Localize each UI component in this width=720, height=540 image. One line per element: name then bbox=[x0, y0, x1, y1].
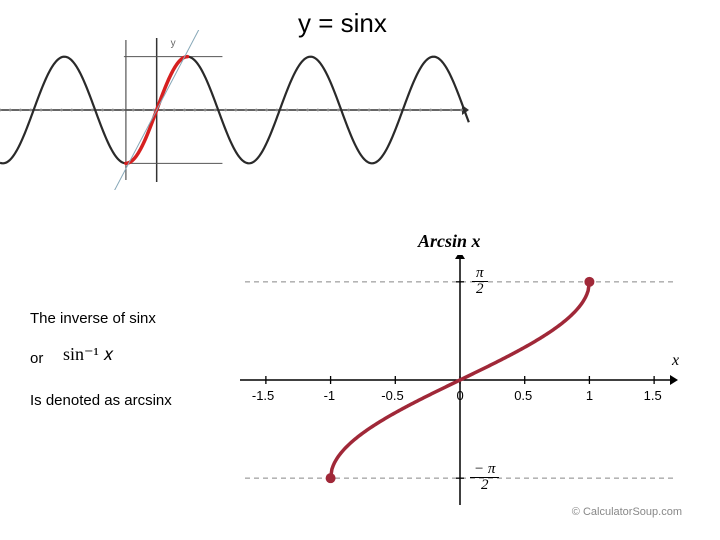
x-axis-label: x bbox=[672, 352, 679, 370]
arcsin-chart-title: Arcsin x bbox=[418, 231, 481, 252]
sine-chart: y bbox=[0, 30, 470, 190]
frac-den-neg: 2 bbox=[470, 478, 499, 493]
x-tick-label: -1 bbox=[324, 388, 336, 403]
x-tick-label: 0.5 bbox=[514, 388, 532, 403]
x-tick-label: 0 bbox=[457, 388, 464, 403]
denoted-text: Is denoted as arcsinx bbox=[30, 392, 172, 409]
y-tick-neg-pi-over-2: − π 2 bbox=[470, 462, 499, 493]
inverse-text: The inverse of sinx bbox=[30, 310, 156, 327]
frac-num: π bbox=[472, 266, 488, 282]
sin-inverse-notation: sin⁻¹ 𝑥 bbox=[63, 344, 113, 365]
y-tick-pi-over-2: π 2 bbox=[472, 266, 488, 297]
x-tick-label: 1.5 bbox=[644, 388, 662, 403]
x-tick-label: 1 bbox=[586, 388, 593, 403]
svg-text:y: y bbox=[171, 38, 176, 49]
or-text: or bbox=[30, 350, 43, 367]
copyright-text: © CalculatorSoup.com bbox=[572, 506, 682, 518]
frac-num-neg: − π bbox=[470, 462, 499, 478]
x-tick-label: -0.5 bbox=[381, 388, 403, 403]
arcsin-chart bbox=[240, 255, 680, 505]
frac-den: 2 bbox=[472, 282, 488, 297]
x-tick-label: -1.5 bbox=[252, 388, 274, 403]
